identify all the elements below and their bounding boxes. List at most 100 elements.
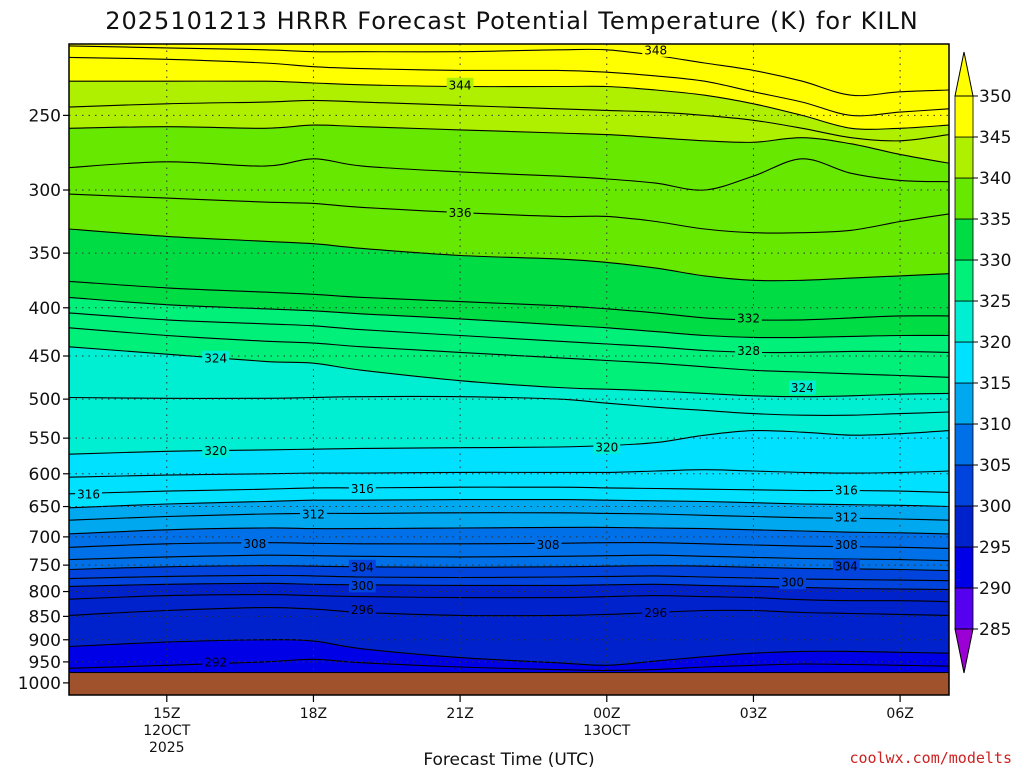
contour-label-bg (348, 481, 376, 496)
y-tick-label: 500 (29, 390, 61, 410)
colorbar-band (954, 546, 974, 589)
y-tick-label: 850 (29, 607, 61, 627)
contour-label: 300 (781, 576, 804, 590)
y-tick-label: 700 (29, 528, 61, 548)
contour-label: 304 (351, 560, 374, 574)
watermark-text: coolwx.com/modelts (849, 749, 1012, 767)
theta-fill-layer (69, 44, 949, 695)
contour-label-bg (75, 486, 102, 501)
contour-label: 316 (835, 483, 858, 497)
contour-342 (69, 99, 949, 142)
contour-label: 320 (204, 444, 227, 458)
contour-label-bg (348, 602, 376, 617)
x-tick-label: 21Z (446, 706, 473, 722)
contour-label: 292 (204, 655, 227, 669)
contour-label: 316 (77, 487, 100, 501)
colorbar-band (954, 259, 974, 302)
contour-344 (69, 80, 949, 130)
colorbar-label: 295 (979, 538, 1011, 558)
grid-layer (69, 44, 949, 695)
colorbar-extend-bottom (954, 628, 974, 674)
colorbar-label: 340 (979, 169, 1011, 189)
contour-322 (69, 395, 949, 416)
colorbar-label: 290 (979, 579, 1011, 599)
y-tick-label: 1000 (18, 674, 61, 694)
colorbar-label: 285 (979, 620, 1011, 640)
x-tick-label: 06Z (886, 706, 913, 722)
contour-label: 308 (537, 538, 560, 552)
colorbar-label: 335 (979, 210, 1011, 230)
y-tick-label: 450 (29, 347, 61, 367)
contour-296 (69, 607, 949, 617)
contour-298 (69, 594, 949, 603)
y-tick-label: 400 (29, 299, 61, 319)
colorbar-band (954, 218, 974, 261)
contour-label-bg (779, 575, 806, 590)
contour-340 (69, 124, 949, 164)
contour-346 (69, 56, 949, 117)
contour-300 (69, 582, 949, 591)
contour-label: 296 (351, 603, 374, 617)
contour-label: 332 (737, 311, 760, 325)
contour-306 (69, 554, 949, 562)
colorbar-band (954, 382, 974, 425)
contour-310 (69, 526, 949, 535)
contour-label: 296 (644, 606, 667, 620)
colorbar-label: 345 (979, 128, 1011, 148)
contour-326 (69, 327, 949, 378)
contour-304 (69, 565, 949, 572)
surface-ground (69, 672, 949, 695)
contour-328 (69, 312, 949, 354)
contour-label-bg (446, 77, 474, 92)
colorbar-band (954, 300, 974, 343)
contour-label: 304 (835, 560, 858, 574)
colorbar-label: 320 (979, 333, 1011, 353)
contour-label: 308 (243, 537, 266, 551)
surface-layer (69, 672, 949, 695)
x-tick-label: 15Z (153, 706, 180, 722)
contour-label: 344 (449, 78, 472, 92)
colorbar-band (954, 136, 974, 179)
contour-label-bg (202, 654, 230, 669)
contour-label: 328 (737, 344, 760, 358)
y-tick-label: 250 (29, 106, 61, 126)
contour-label-bg (642, 605, 670, 620)
colorbar-band (954, 95, 974, 138)
contour-label-bg (832, 537, 860, 552)
colorbar-band (954, 423, 974, 466)
contour-label-bg (735, 343, 762, 358)
colorbar-band (954, 587, 974, 630)
y-tick-label: 600 (29, 465, 61, 485)
x-tick-label: 12OCT (143, 723, 191, 739)
y-tick-label: 950 (29, 653, 61, 673)
contour-label: 312 (835, 511, 858, 525)
contour-338 (69, 158, 949, 191)
colorbar-label: 300 (979, 497, 1011, 517)
contour-320 (69, 429, 949, 455)
contour-label-bg (202, 350, 230, 365)
contour-label-bg (202, 443, 230, 458)
contour-label-bg (300, 507, 327, 522)
colorbar-label: 315 (979, 374, 1011, 394)
x-tick-label: 13OCT (583, 723, 631, 739)
colorbar-band (954, 505, 974, 548)
contour-label: 308 (835, 538, 858, 552)
contour-336 (69, 193, 949, 234)
contour-312 (69, 512, 949, 521)
y-tick-label: 550 (29, 429, 61, 449)
colorbar-band (954, 177, 974, 220)
x-tick-label: 18Z (300, 706, 327, 722)
contour-316 (69, 486, 949, 495)
x-tick-label: 00Z (593, 706, 620, 722)
contour-label-bg (832, 559, 860, 574)
contour-label-bg (348, 578, 376, 593)
contour-label-bg (642, 44, 670, 57)
contour-label: 336 (449, 206, 472, 220)
contour-label-bg (348, 559, 376, 574)
x-tick-label: 03Z (740, 706, 767, 722)
x-tick-label: 2025 (149, 740, 185, 756)
y-tick-label: 300 (29, 181, 61, 201)
y-tick-label: 750 (29, 556, 61, 576)
